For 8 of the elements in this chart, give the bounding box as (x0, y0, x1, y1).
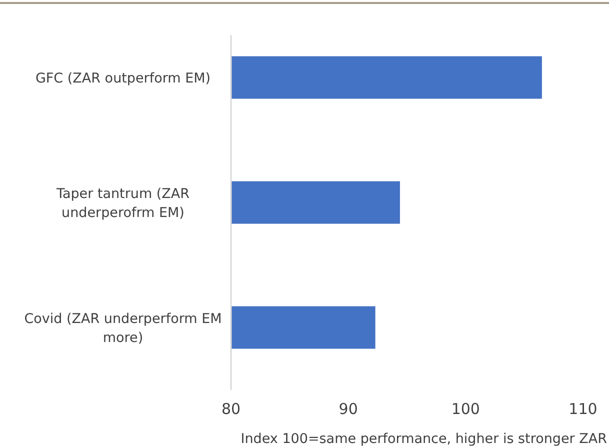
x-tick-label: 100 (451, 400, 480, 418)
x-tick-label: 80 (221, 400, 241, 418)
y-tick-label: Covid (ZAR underperform EM more) (24, 311, 222, 346)
x-tick-label: 90 (338, 400, 358, 418)
y-tick-label: GFC (ZAR outperform EM) (35, 70, 211, 86)
y-tick-label: Taper tantrum (ZAR underperofrm EM) (55, 186, 190, 221)
x-tick-label: 110 (568, 400, 598, 418)
x-axis-title: Index 100=same performance, higher is stronger ZAR (240, 431, 607, 447)
